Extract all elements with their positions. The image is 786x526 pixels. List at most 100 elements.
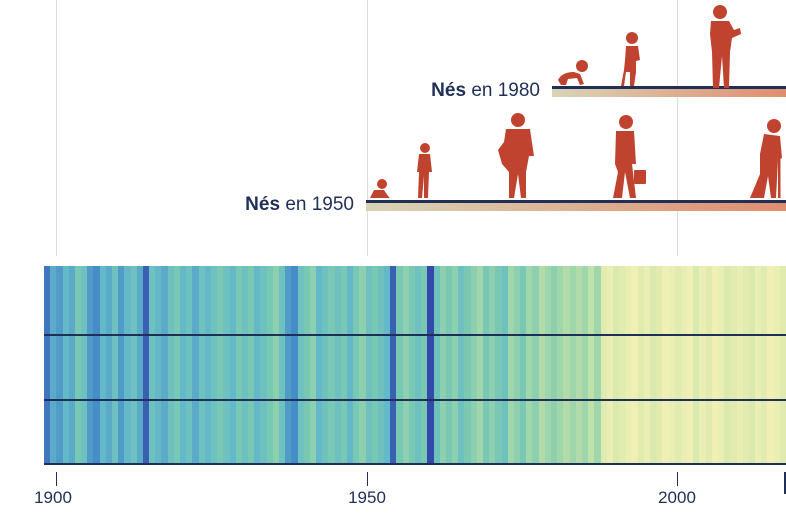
stripe-1955: [384, 266, 391, 464]
stripe-1932: [241, 266, 249, 464]
stripe-1984: [563, 266, 571, 464]
stripe-1959: [408, 266, 416, 464]
stripe-1970: [476, 266, 484, 464]
stripe-1924: [192, 266, 200, 464]
stripe-1940: [291, 266, 299, 464]
gridline-1900: [56, 0, 57, 256]
stripe-1951: [359, 266, 367, 464]
x-axis-line: [44, 463, 786, 465]
stripe-1978: [526, 266, 534, 464]
stripe-1934: [254, 266, 261, 464]
child-icon: [621, 32, 640, 86]
x-tick-label-1900: 1900: [34, 488, 72, 507]
stripe-1913: [124, 266, 132, 464]
x-tick-1900: [56, 472, 57, 486]
stripe-1986: [575, 266, 583, 464]
stripe-2007: [705, 266, 713, 464]
stripe-1989: [594, 266, 602, 464]
stripe-1927: [210, 266, 218, 464]
stripe-1900: [44, 266, 51, 464]
stripe-1985: [569, 266, 577, 464]
stripe-1961: [421, 266, 428, 464]
warming-stripes: [44, 266, 786, 464]
stripe-1962: [427, 266, 435, 464]
stripe-1957: [396, 266, 404, 464]
cohort-label-1950: Nés en 1950: [200, 194, 354, 216]
stripe-1914: [130, 266, 138, 464]
stripe-1979: [532, 266, 540, 464]
stripe-1974: [501, 266, 509, 464]
child-standing-icon: [417, 143, 432, 198]
stripe-1988: [588, 266, 595, 464]
x-tick-1950: [367, 472, 368, 486]
stripe-2019: [779, 266, 786, 464]
x-tick-end: [784, 472, 786, 494]
stripe-2008: [711, 266, 719, 464]
stripe-1943: [309, 266, 317, 464]
stripe-1908: [93, 266, 101, 464]
stripe-1942: [303, 266, 311, 464]
stripe-1952: [365, 266, 373, 464]
stripe-2005: [693, 266, 701, 464]
cohort-1980-line: [552, 86, 786, 89]
stripe-1958: [402, 266, 410, 464]
cohort-1980-text: en 1980: [471, 80, 540, 101]
stripe-1901: [50, 266, 57, 464]
stripe-1971: [483, 266, 490, 464]
stripe-1917: [149, 266, 156, 464]
stripe-1967: [458, 266, 466, 464]
stripe-1995: [631, 266, 639, 464]
stripe-1928: [217, 266, 224, 464]
stripe-1909: [99, 266, 107, 464]
stripe-1987: [581, 266, 589, 464]
stripe-1960: [415, 266, 422, 464]
stripe-1920: [167, 266, 175, 464]
stripes-divider-top: [44, 334, 786, 336]
stripe-1929: [223, 266, 231, 464]
stripe-1916: [142, 266, 150, 464]
cohort-label-1980: Nés en 1980: [388, 80, 540, 102]
adult-reading-icon: [710, 5, 741, 88]
stripe-1964: [439, 266, 447, 464]
stripe-1965: [445, 266, 453, 464]
stripe-1968: [464, 266, 472, 464]
stripe-1980: [538, 266, 546, 464]
stripe-2013: [742, 266, 750, 464]
stripe-1926: [204, 266, 212, 464]
stripe-1918: [155, 266, 163, 464]
stripe-1946: [328, 266, 336, 464]
stripe-1904: [68, 266, 76, 464]
stripe-1972: [489, 266, 496, 464]
stripe-1963: [433, 266, 441, 464]
stripe-1911: [112, 266, 119, 464]
stripe-1931: [235, 266, 243, 464]
stripe-2004: [687, 266, 694, 464]
stripe-2017: [767, 266, 775, 464]
stripe-1939: [285, 266, 292, 464]
stripe-2011: [730, 266, 738, 464]
stripe-1915: [136, 266, 144, 464]
stripe-1910: [105, 266, 113, 464]
stripe-1977: [520, 266, 527, 464]
cohort-1980-bar: [552, 89, 786, 97]
stripe-1953: [371, 266, 379, 464]
stripe-2012: [736, 266, 744, 464]
stripe-1998: [649, 266, 657, 464]
senior-cane-icon: [750, 119, 782, 198]
stripe-1912: [118, 266, 125, 464]
stripe-1994: [625, 266, 632, 464]
stripe-1923: [186, 266, 193, 464]
cohort-1950-line: [366, 200, 786, 203]
stripe-1975: [507, 266, 515, 464]
x-tick-2000: [677, 472, 678, 486]
stripe-1919: [161, 266, 169, 464]
stripe-1938: [278, 266, 286, 464]
stripe-1983: [557, 266, 564, 464]
stripe-1992: [612, 266, 620, 464]
stripe-1902: [56, 266, 64, 464]
stripe-1903: [62, 266, 70, 464]
stripe-2018: [773, 266, 781, 464]
stripe-1966: [452, 266, 459, 464]
stripe-2016: [761, 266, 769, 464]
stripes-divider-bottom: [44, 399, 786, 401]
